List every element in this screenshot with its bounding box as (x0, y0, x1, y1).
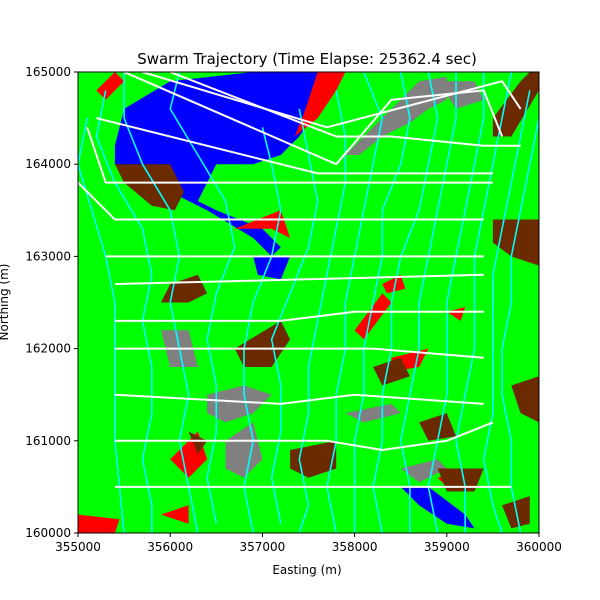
terrain-patch-soil (511, 376, 539, 423)
terrain-patch-soil (492, 219, 539, 266)
transect-tracks (78, 72, 522, 488)
terrain-patch-soil (373, 357, 410, 386)
terrain-patch-water (253, 256, 291, 280)
transect-track-line (169, 72, 521, 147)
transect-track-line (86, 126, 493, 184)
swarm-trajectory-line (123, 72, 199, 533)
y-tick-label: 160000 (25, 526, 71, 540)
transect-track-line (96, 117, 493, 175)
swarm-trajectory-line (427, 72, 485, 533)
transect-track-line (78, 181, 484, 221)
terrain-patch-water (114, 72, 337, 257)
transect-track-line (123, 72, 504, 166)
terrain-patch-soil (492, 72, 539, 137)
terrain-patch-soil (419, 413, 456, 441)
terrain-patch-urban (161, 505, 189, 524)
swarm-trajectory-line (372, 72, 439, 533)
transect-track-line (114, 393, 484, 405)
swarm-trajectory-line (501, 117, 539, 533)
swarm-trajectory-line (455, 72, 513, 533)
transect-track-line (114, 273, 484, 286)
x-tick-label: 358000 (332, 540, 378, 554)
terrain-patch-urban (78, 514, 120, 533)
terrain-patch-rock (225, 422, 263, 478)
chart-title: Swarm Trajectory (Time Elapse: 25362.4 s… (137, 50, 477, 68)
x-tick-label: 357000 (239, 540, 285, 554)
swarm-trajectory-line (78, 117, 125, 533)
terrain-patch-urban (96, 72, 125, 100)
transect-track-line (142, 72, 522, 129)
terrain-patch-urban (294, 72, 346, 137)
y-tick-label: 163000 (25, 249, 71, 263)
swarm-trajectory-line (353, 72, 411, 533)
x-tick-label: 360000 (516, 540, 562, 554)
plot-frame (77, 71, 540, 534)
transect-track-line (114, 310, 484, 322)
terrain-patch-rock (207, 385, 272, 423)
terrain-patch-rock (400, 459, 447, 483)
swarm-trajectory-line (243, 127, 282, 533)
x-tick-label: 356000 (147, 540, 193, 554)
terrain-patch-water (400, 486, 475, 529)
terrain-patch-soil (437, 468, 484, 492)
x-axis: 355000 356000 357000 358000 359000 360000 (55, 533, 562, 554)
terrain-layer (78, 72, 539, 533)
terrain-patch-urban (382, 274, 406, 294)
transect-track-line (114, 421, 494, 451)
y-tick-label: 165000 (25, 65, 71, 79)
y-axis-label: Northing (m) (0, 264, 11, 341)
y-axis: 160000 161000 162000 163000 164000 165000 (25, 65, 78, 540)
x-tick-label: 355000 (55, 540, 101, 554)
x-axis-label: Easting (m) (272, 563, 341, 577)
terrain-patch-urban (446, 307, 466, 321)
x-tick-label: 359000 (424, 540, 470, 554)
swarm-trajectory-line (270, 108, 319, 524)
terrain-patch-soil (114, 164, 184, 211)
swarm-trajectory-line (482, 90, 531, 533)
y-tick-label: 164000 (25, 157, 71, 171)
terrain-patch-soil (234, 320, 291, 367)
swarm-trajectory-line (326, 72, 384, 533)
terrain-patch-urban (234, 210, 291, 238)
terrain-patch-soil (188, 431, 208, 455)
swarm-trajectory-line (169, 72, 236, 524)
terrain-patch-urban (354, 293, 392, 340)
y-tick-label: 161000 (25, 434, 71, 448)
swarm-trajectory-line (399, 72, 457, 533)
transect-track-line (114, 347, 484, 359)
swarm-trajectories (78, 72, 539, 533)
swarm-trajectory-line (298, 90, 347, 533)
y-tick-label: 162000 (25, 342, 71, 356)
